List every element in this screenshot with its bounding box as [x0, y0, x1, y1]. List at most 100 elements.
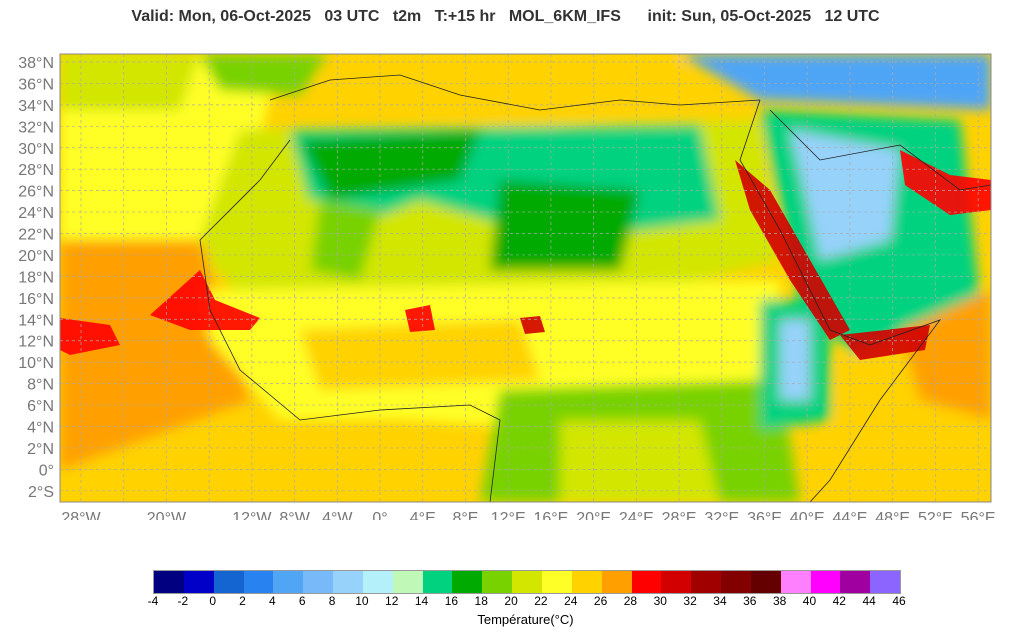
lon-label: 0° — [372, 510, 387, 520]
colorbar-tick: 2 — [239, 594, 246, 608]
colorbar-tick: 16 — [444, 594, 459, 608]
colorbar-tick: 4 — [269, 594, 276, 608]
lat-label: 30°N — [18, 141, 54, 158]
colorbar-swatch — [631, 571, 662, 593]
colorbar-swatch — [422, 571, 453, 593]
colorbar-tick: -2 — [177, 594, 189, 608]
lon-label: 8°W — [279, 510, 310, 520]
colorbar-tick: 28 — [623, 594, 638, 608]
colorbar-swatch — [601, 571, 632, 593]
map-title: Valid: Mon, 06-Oct-2025 03 UTC t2m T:+15… — [131, 8, 880, 25]
lat-label: 18°N — [18, 269, 54, 286]
colorbar-swatch — [303, 571, 334, 593]
lon-label: 8°E — [452, 510, 478, 520]
latitude-labels: 38°N 36°N 34°N 32°N 30°N 28°N 26°N 24°N 22°N 20°N… — [18, 55, 54, 501]
colorbar-swatch — [362, 571, 393, 593]
lat-label: 12°N — [18, 334, 54, 351]
colorbar-tick: 20 — [504, 594, 518, 608]
lat-label: 0° — [39, 462, 54, 479]
colorbar-tick: 32 — [683, 594, 697, 608]
colorbar-tick: 44 — [862, 594, 876, 608]
colorbar-swatch — [392, 571, 423, 593]
lon-label: 36°E — [747, 510, 782, 520]
colorbar-swatch — [213, 571, 244, 593]
lon-label: 32°E — [704, 510, 739, 520]
lon-label: 44°E — [833, 510, 868, 520]
colorbar-tick: -4 — [147, 594, 159, 608]
lat-label: 32°N — [18, 119, 54, 136]
colorbar-swatch — [183, 571, 214, 593]
colorbar-tick: 36 — [743, 594, 757, 608]
colorbar-tick: 30 — [653, 594, 667, 608]
lon-label: 12°W — [232, 510, 272, 520]
colorbar-swatch — [661, 571, 692, 593]
colorbar-swatch — [691, 571, 722, 593]
colorbar-label: Température(°C) — [477, 612, 574, 627]
temperature-map: 38°N 36°N 34°N 32°N 30°N 28°N 26°N 24°N 22°N 20°N… — [18, 53, 996, 520]
lat-label: 26°N — [18, 184, 54, 201]
map-frame — [59, 53, 992, 503]
colorbar-swatch — [870, 571, 901, 593]
longitude-labels: 28°W 20°W 12°W 8°W 4°W 0° 4°E 8°E 12°E 16°E 20°E 24… — [61, 510, 995, 520]
lon-label: 4°E — [410, 510, 436, 520]
colorbar-swatch — [273, 571, 304, 593]
lat-label: 2°N — [27, 441, 54, 458]
colorbar-tick: 14 — [414, 594, 429, 608]
colorbar-tick: 22 — [534, 594, 548, 608]
lon-label: 20°W — [147, 510, 187, 520]
colorbar — [153, 570, 901, 594]
colorbar-tick: 38 — [772, 594, 787, 608]
colorbar-tick: 12 — [385, 594, 399, 608]
lon-label: 52°E — [918, 510, 953, 520]
colorbar-swatch — [750, 571, 781, 593]
lat-label: 36°N — [18, 76, 54, 93]
colorbar-swatch — [810, 571, 841, 593]
colorbar-swatch — [780, 571, 811, 593]
colorbar-tick: 24 — [564, 594, 578, 608]
colorbar-swatch — [482, 571, 513, 593]
lon-label: 20°E — [576, 510, 611, 520]
colorbar-tick: 40 — [802, 594, 817, 608]
lon-label: 48°E — [875, 510, 910, 520]
map-field — [60, 54, 991, 502]
lat-label: 28°N — [18, 162, 54, 179]
lat-label: 6°N — [27, 398, 54, 415]
lat-label: 4°N — [27, 419, 54, 436]
colorbar-tick: 6 — [298, 594, 306, 608]
lon-label: 24°E — [619, 510, 654, 520]
colorbar-swatch — [243, 571, 274, 593]
colorbar-swatch — [154, 571, 184, 593]
colorbar-tick: 10 — [355, 594, 369, 608]
colorbar-tick: 0 — [209, 594, 217, 608]
lon-label: 12°E — [491, 510, 526, 520]
colorbar-tick: 34 — [713, 594, 727, 608]
colorbar-swatch — [840, 571, 871, 593]
colorbar-swatch — [721, 571, 751, 593]
lon-label: 28°E — [662, 510, 697, 520]
lat-label: 2°S — [28, 484, 54, 501]
lon-label: 28°W — [61, 510, 101, 520]
lat-label: 24°N — [18, 205, 54, 222]
colorbar-swatch — [333, 571, 363, 593]
lat-label: 38°N — [18, 55, 54, 72]
colorbar-tick: 8 — [328, 594, 336, 608]
lat-label: 34°N — [18, 98, 54, 115]
colorbar-tick: 18 — [474, 594, 488, 608]
colorbar-swatch — [452, 571, 483, 593]
colorbar-swatch — [571, 571, 602, 593]
colorbar-tick: 42 — [832, 594, 846, 608]
lon-label: 4°W — [322, 510, 353, 520]
lat-label: 20°N — [18, 248, 54, 265]
lon-label: 40°E — [790, 510, 825, 520]
lat-label: 14°N — [18, 312, 54, 329]
colorbar-tick: 26 — [593, 594, 608, 608]
colorbar-tick: 46 — [892, 594, 906, 608]
lat-label: 8°N — [27, 377, 54, 394]
colorbar-ticks: -4 -2 0 2 4 6 8 10 12 14 16 18 20 22 24 26 28 30 32 34 36 38 4… — [148, 594, 906, 610]
lat-label: 16°N — [18, 291, 54, 308]
lon-label: 56°E — [961, 510, 996, 520]
lon-label: 16°E — [533, 510, 568, 520]
colorbar-swatch — [512, 571, 542, 593]
lat-label: 10°N — [18, 355, 54, 372]
colorbar-swatch — [541, 571, 572, 593]
